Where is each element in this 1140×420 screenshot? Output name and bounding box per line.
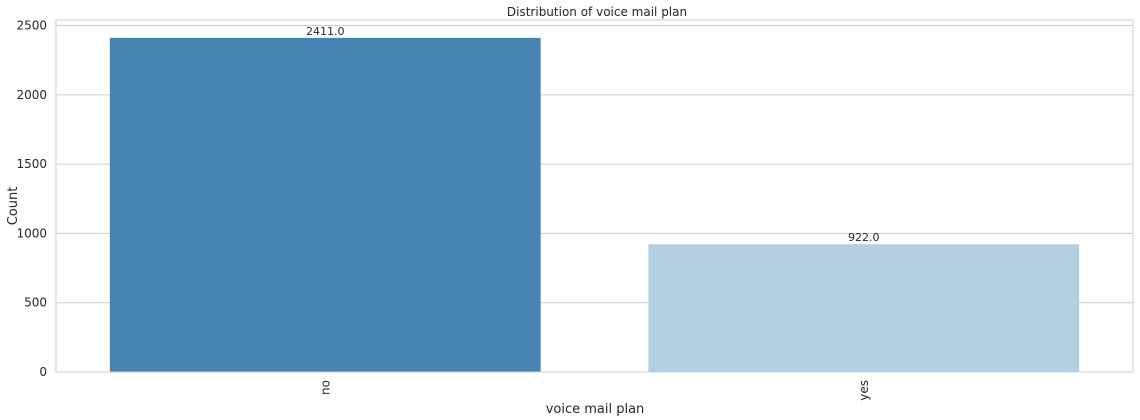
y-tick-label: 2000 xyxy=(16,88,47,102)
y-tick-label: 0 xyxy=(39,365,47,379)
plot-frame xyxy=(55,19,1134,373)
data-label-no: 2411.0 xyxy=(306,25,345,38)
chart-title: Distribution of voice mail plan xyxy=(507,5,687,19)
y-axis-title: Count xyxy=(6,187,21,226)
y-tick-label: 500 xyxy=(24,296,47,310)
x-tick-label-no: no xyxy=(318,380,332,395)
bar-yes xyxy=(648,244,1080,372)
bar-no xyxy=(109,37,541,372)
x-tick-label-yes: yes xyxy=(857,380,871,401)
y-tick-label: 1000 xyxy=(16,226,47,240)
x-axis-title: voice mail plan xyxy=(546,402,645,417)
y-tick-label: 1500 xyxy=(16,157,47,171)
y-tick-label: 2500 xyxy=(16,19,47,33)
data-label-yes: 922.0 xyxy=(848,231,880,244)
